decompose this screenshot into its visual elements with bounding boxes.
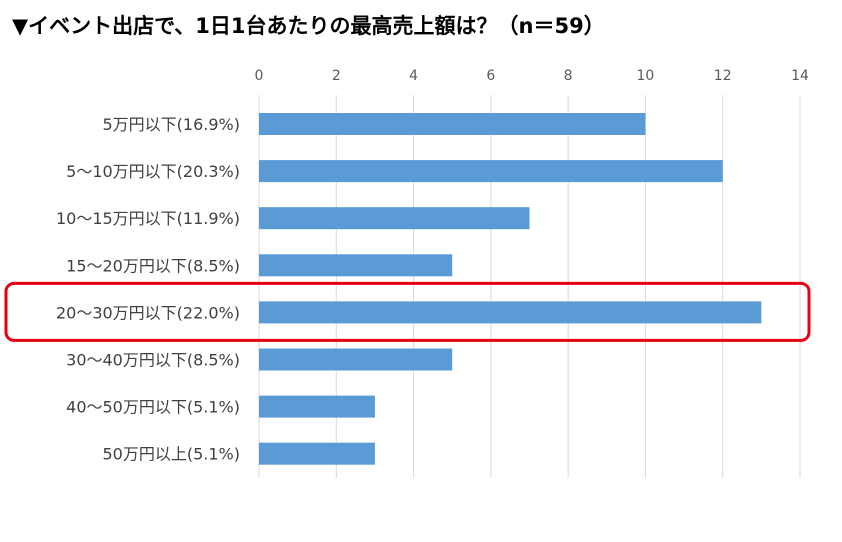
highlight-layer <box>4 281 811 342</box>
category-label: 20～30万円以下(22.0%) <box>56 303 240 322</box>
category-label: 10～15万円以下(11.9%) <box>56 209 240 228</box>
category-label: 5～10万円以下(20.3%) <box>66 162 240 181</box>
x-tick-label: 0 <box>255 68 264 84</box>
bar <box>259 160 723 183</box>
category-labels: 5万円以下(16.9%) 5～10万円以下(20.3%) 10～15万円以下(11.… <box>56 115 240 464</box>
category-label: 40～50万円以下(5.1%) <box>66 398 240 417</box>
x-tick-label: 4 <box>409 68 418 84</box>
bar <box>259 254 453 277</box>
x-tick-label: 8 <box>564 68 573 84</box>
category-label: 50万円以上(5.1%) <box>103 445 241 464</box>
category-label: 15～20万円以下(8.5%) <box>66 256 240 275</box>
category-label: 5万円以下(16.9%) <box>103 115 241 134</box>
bar <box>259 207 530 230</box>
bars <box>259 113 762 465</box>
bar <box>259 301 762 324</box>
x-tick-labels: 0 2 4 6 8 10 12 14 <box>255 68 809 84</box>
gridlines <box>258 95 801 478</box>
x-tick-label: 2 <box>332 68 341 84</box>
bar <box>259 348 453 371</box>
bar <box>259 442 375 465</box>
category-label: 30～40万円以下(8.5%) <box>66 351 240 370</box>
x-tick-label: 14 <box>791 68 809 84</box>
x-tick-label: 10 <box>637 68 655 84</box>
bar <box>259 395 375 418</box>
highlight-box <box>4 281 811 342</box>
x-tick-label: 6 <box>486 68 495 84</box>
x-tick-label: 12 <box>714 68 732 84</box>
bar <box>259 113 646 135</box>
chart-title: ▼イベント出店で、1日1台あたりの最高売上額は？（n＝59） <box>12 14 605 38</box>
